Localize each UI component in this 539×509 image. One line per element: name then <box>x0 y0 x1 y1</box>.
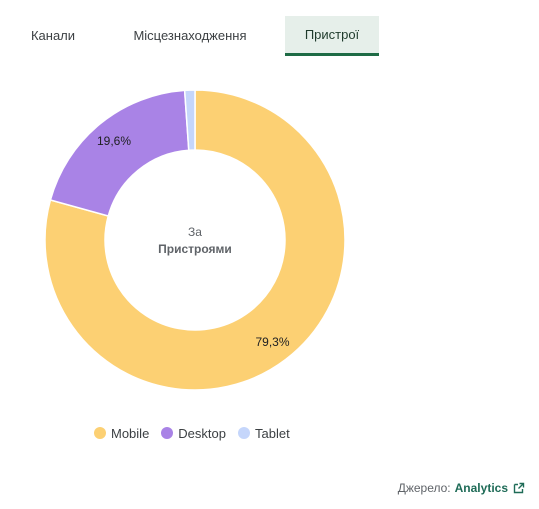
chart-container: 79,3% 19,6% За Пристроями <box>0 70 539 410</box>
source-link-analytics[interactable]: Analytics <box>454 481 508 495</box>
legend-label-tablet: Tablet <box>255 425 290 441</box>
legend-label-desktop: Desktop <box>178 425 226 441</box>
tab-channels[interactable]: Канали <box>30 28 76 43</box>
slice-tablet[interactable] <box>183 89 196 152</box>
center-label-line2: Пристроями <box>158 242 232 256</box>
source-attribution: Джерело: Analytics <box>398 481 525 495</box>
legend-swatch-desktop <box>161 427 174 439</box>
external-link-icon[interactable] <box>513 482 525 494</box>
slice-desktop[interactable] <box>49 89 190 217</box>
chart-legend: Mobile Desktop Tablet <box>94 424 302 442</box>
source-label: Джерело: <box>397 481 451 495</box>
data-label-mobile: 79,3% <box>255 335 289 349</box>
center-label-line1: За <box>188 225 202 239</box>
data-label-desktop: 19,6% <box>97 134 131 148</box>
legend-swatch-tablet <box>238 427 250 439</box>
legend-item-desktop[interactable]: Desktop <box>161 426 226 441</box>
legend-item-mobile[interactable]: Mobile <box>94 426 149 441</box>
legend-swatch-mobile <box>94 427 106 439</box>
legend-item-tablet[interactable]: Tablet <box>238 426 290 441</box>
slice-mobile[interactable] <box>44 89 346 391</box>
legend-label-mobile: Mobile <box>111 425 150 441</box>
tab-devices[interactable]: Пристрої <box>285 16 379 56</box>
donut-chart: 79,3% 19,6% За Пристроями <box>44 89 346 391</box>
tab-bar: Канали Місцезнаходження Пристрої <box>0 16 539 56</box>
tab-locations[interactable]: Місцезнаходження <box>133 28 247 43</box>
